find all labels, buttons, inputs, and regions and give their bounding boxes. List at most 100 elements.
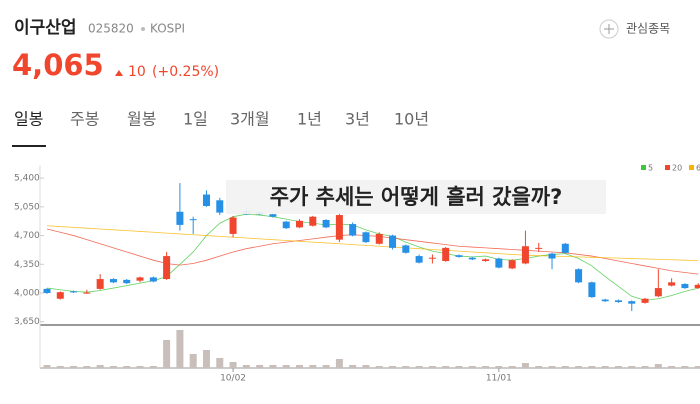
volume-bar <box>641 366 649 368</box>
candle-body <box>641 298 649 303</box>
legend-swatch <box>665 165 670 170</box>
y-tick-label: 5,050 <box>14 202 40 212</box>
tab[interactable]: 1년 <box>297 110 322 129</box>
moving-average <box>46 228 699 275</box>
candle-body <box>43 288 51 293</box>
candle-body <box>229 217 237 234</box>
volume-bar <box>442 366 450 368</box>
plus-icon <box>599 19 619 39</box>
tab[interactable]: 월봉 <box>127 110 156 129</box>
candle-body <box>70 291 78 293</box>
volume-bar <box>176 330 184 368</box>
y-tick-label: 4,350 <box>14 260 40 270</box>
candle-body <box>309 216 317 226</box>
volume-bar <box>269 365 277 368</box>
candle-body <box>96 279 104 289</box>
candle-body <box>601 299 609 302</box>
volume-bar <box>335 359 343 368</box>
volume-bar <box>362 365 370 368</box>
volume-bar <box>56 366 64 368</box>
candle-body <box>668 282 676 286</box>
volume-bar <box>349 365 357 368</box>
y-tick-label: 5,400 <box>14 174 40 184</box>
volume-bar <box>508 366 516 368</box>
y-tick-label: 3,650 <box>14 317 40 327</box>
volume-bar <box>681 366 689 368</box>
volume-bar <box>123 366 131 368</box>
candle-body <box>402 245 410 253</box>
volume-bar <box>628 366 636 368</box>
legend-label: 20 <box>672 164 682 173</box>
volume-bar <box>389 366 397 368</box>
tabs: 일봉 주봉 월봉 1일 3개월 1년 3년 10년 <box>14 110 429 129</box>
stock-name: 이구산업 <box>14 18 77 38</box>
volume-bar <box>375 366 383 368</box>
change-pct: (+0.25%) <box>152 64 219 80</box>
volume-bar <box>83 366 91 368</box>
candle-body <box>269 214 277 217</box>
volume-bar <box>588 366 596 368</box>
candle-body <box>535 247 543 249</box>
tab[interactable]: 3년 <box>345 110 370 129</box>
candle-body <box>56 292 64 299</box>
tab[interactable]: 주봉 <box>70 110 99 129</box>
tab[interactable]: 3개월 <box>230 110 270 129</box>
moving-average <box>46 225 699 261</box>
candle-body <box>83 292 91 294</box>
volume-bar <box>495 366 503 368</box>
legend-swatch <box>641 165 646 170</box>
candle-body <box>149 277 157 282</box>
candle-body <box>628 301 636 304</box>
candle-body <box>415 256 423 263</box>
candle-body <box>335 215 343 240</box>
candle-body <box>482 259 490 261</box>
watch-button[interactable]: 관심종목 <box>599 19 670 39</box>
volume-bar <box>535 366 543 368</box>
volume-bar <box>70 366 78 368</box>
volume-bar <box>136 366 144 368</box>
candle-body <box>282 221 290 229</box>
candle-body <box>136 277 144 281</box>
candle-body <box>575 269 583 283</box>
y-tick-label: 4,000 <box>14 289 40 299</box>
candle-body <box>588 282 596 298</box>
candle-body <box>189 219 197 221</box>
volume-bar <box>322 365 330 368</box>
volume-bar <box>468 366 476 368</box>
volume-bar <box>109 366 117 368</box>
legend-label: 60 <box>696 164 700 173</box>
volume-bar <box>521 363 529 368</box>
volume-bar <box>694 366 700 368</box>
x-tick-label: 11/01 <box>486 374 512 384</box>
volume-bar <box>229 362 237 368</box>
tab[interactable]: 1일 <box>183 110 208 129</box>
volume-bar <box>242 365 250 368</box>
volume-bar <box>561 366 569 368</box>
x-tick-label: 10/02 <box>220 374 246 384</box>
volume-bar <box>309 365 317 368</box>
plus <box>604 24 614 34</box>
candle-body <box>296 220 304 228</box>
volume-bar <box>548 366 556 368</box>
market: KOSPI <box>150 22 185 36</box>
annotation: 주가 추세는 어떻게 흘러 갔을까? <box>270 185 563 209</box>
tab[interactable]: 일봉 <box>14 110 43 129</box>
candle-body <box>468 257 476 260</box>
y-tick-label: 4,700 <box>14 231 40 241</box>
tab[interactable]: 10년 <box>394 110 429 129</box>
volume-bar <box>482 366 490 368</box>
candle-body <box>561 243 569 253</box>
watch-label: 관심종목 <box>626 22 670 36</box>
volume-bar <box>601 366 609 368</box>
volume-bar <box>189 354 197 368</box>
volume-bar <box>43 365 51 368</box>
legend-swatch <box>689 165 694 170</box>
dot <box>141 27 145 31</box>
candle-body <box>495 258 503 268</box>
candle-body <box>508 260 516 269</box>
candle-body <box>216 200 224 213</box>
volume-bar <box>149 366 157 368</box>
candle-body <box>163 256 171 280</box>
candle-body <box>322 219 330 228</box>
